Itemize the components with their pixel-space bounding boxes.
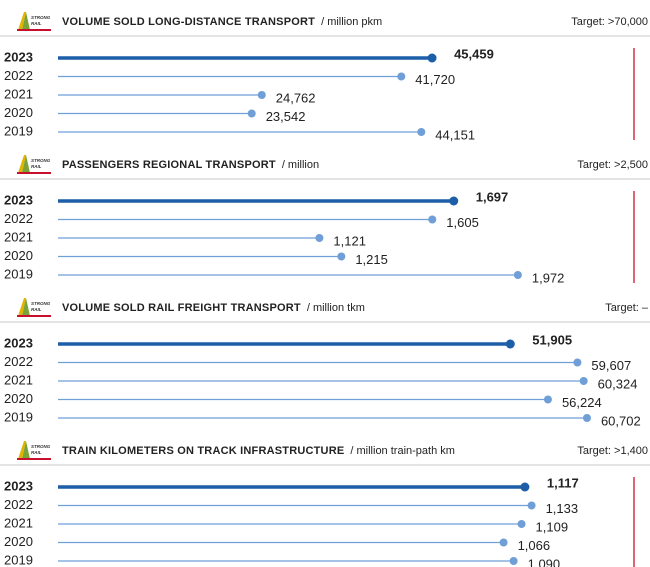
logo-shape <box>22 441 30 459</box>
value-label: 1,066 <box>518 538 551 553</box>
lollipop-dot <box>499 538 508 547</box>
year-label: 2020 <box>4 105 33 120</box>
logo-text: RAIL <box>31 450 42 455</box>
lollipop-dot <box>449 196 459 206</box>
lollipop-dot <box>509 557 518 565</box>
value-label: 1,697 <box>476 189 509 204</box>
year-label: 2019 <box>4 266 33 281</box>
value-label: 51,905 <box>532 332 572 347</box>
value-label: 1,090 <box>528 556 561 567</box>
logo-text: RAIL <box>31 21 42 26</box>
panel-target: Target: >2,500 <box>577 159 648 171</box>
value-label: 41,720 <box>415 72 455 87</box>
lollipop-dot <box>427 53 437 63</box>
logo-text: RAIL <box>31 307 42 312</box>
logo-shape <box>22 12 30 30</box>
value-label: 60,324 <box>598 376 638 391</box>
lollipop-dot <box>520 482 530 492</box>
logo-shape <box>22 298 30 316</box>
panel-unit: / million train-path km <box>350 445 455 457</box>
lollipop-dot <box>337 252 346 261</box>
year-label: 2021 <box>4 86 33 101</box>
logo-shape <box>18 12 26 30</box>
panel-target: Target: – <box>605 302 649 314</box>
lollipop-dot <box>428 215 437 224</box>
value-label: 1,121 <box>333 233 366 248</box>
panel-title: VOLUME SOLD LONG-DISTANCE TRANSPORT <box>62 16 315 28</box>
logo-text: STRONG <box>31 15 51 20</box>
year-label: 2023 <box>4 478 33 493</box>
year-label: 2019 <box>4 409 33 424</box>
year-label: 2019 <box>4 552 33 567</box>
logo-shape <box>18 441 26 459</box>
year-label: 2019 <box>4 123 33 138</box>
lollipop-dot <box>247 109 256 118</box>
year-label: 2021 <box>4 515 33 530</box>
logo-shape <box>18 155 26 173</box>
panel-target: Target: >1,400 <box>577 445 648 457</box>
value-label: 1,109 <box>536 519 569 534</box>
lollipop-dot <box>579 377 588 385</box>
logo-shape <box>17 172 51 174</box>
panel-title: VOLUME SOLD RAIL FREIGHT TRANSPORT <box>62 302 301 314</box>
value-label: 44,151 <box>435 127 475 142</box>
value-label: 1,215 <box>355 252 388 267</box>
value-label: 1,605 <box>446 215 479 230</box>
value-label: 1,133 <box>546 501 579 516</box>
value-label: 1,972 <box>532 270 565 285</box>
value-label: 23,542 <box>266 109 306 124</box>
logo-shape <box>17 458 51 460</box>
logo-text: STRONG <box>31 301 51 306</box>
logo-text: RAIL <box>31 164 42 169</box>
lollipop-dot <box>505 339 515 349</box>
panel-unit: / million tkm <box>307 302 365 314</box>
logo-text: STRONG <box>31 158 51 163</box>
lollipop-dot <box>517 520 526 528</box>
year-label: 2020 <box>4 391 33 406</box>
lollipop-dot <box>582 414 591 422</box>
value-label: 45,459 <box>454 46 494 61</box>
lollipop-dot <box>513 271 522 279</box>
value-label: 56,224 <box>562 395 602 410</box>
lollipop-dot <box>315 234 324 242</box>
logo-shape <box>17 315 51 317</box>
panel-target: Target: >70,000 <box>571 16 648 28</box>
lollipop-dot <box>417 128 426 136</box>
logo-shape <box>17 29 51 31</box>
lollipop-dot <box>527 501 536 510</box>
year-label: 2022 <box>4 497 33 512</box>
lollipop-dot <box>543 395 552 404</box>
year-label: 2020 <box>4 534 33 549</box>
lollipop-dot <box>573 358 582 367</box>
year-label: 2021 <box>4 372 33 387</box>
year-label: 2023 <box>4 49 33 64</box>
value-label: 60,702 <box>601 413 641 428</box>
lollipop-dot <box>257 91 266 99</box>
year-label: 2020 <box>4 248 33 263</box>
year-label: 2023 <box>4 192 33 207</box>
value-label: 1,117 <box>547 475 579 490</box>
year-label: 2022 <box>4 211 33 226</box>
logo-text: STRONG <box>31 444 51 449</box>
year-label: 2022 <box>4 68 33 83</box>
value-label: 59,607 <box>591 358 631 373</box>
panel-title: TRAIN KILOMETERS ON TRACK INFRASTRUCTURE <box>62 445 344 457</box>
value-label: 24,762 <box>276 90 316 105</box>
logo-shape <box>18 298 26 316</box>
year-label: 2023 <box>4 335 33 350</box>
year-label: 2021 <box>4 229 33 244</box>
logo-shape <box>22 155 30 173</box>
panel-unit: / million pkm <box>321 16 382 28</box>
year-label: 2022 <box>4 354 33 369</box>
panel-title: PASSENGERS REGIONAL TRANSPORT <box>62 159 276 171</box>
panel-unit: / million <box>282 159 319 171</box>
lollipop-dot <box>397 72 406 81</box>
